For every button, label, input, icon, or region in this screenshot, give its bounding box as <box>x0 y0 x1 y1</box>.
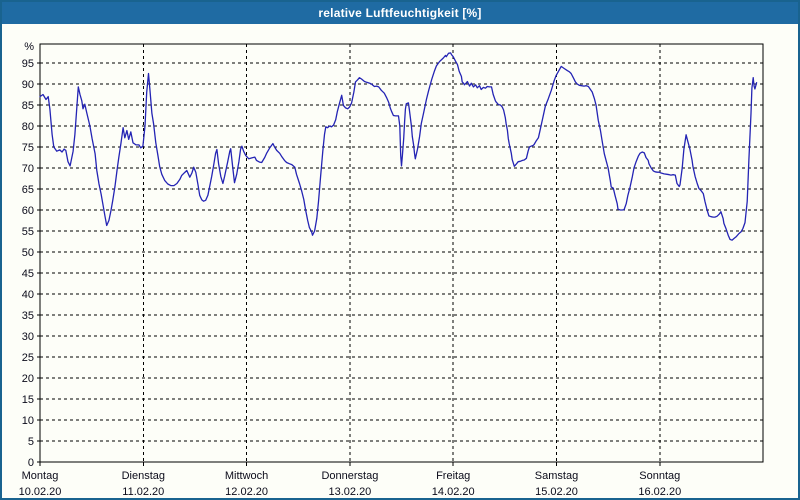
y-tick-label: 10 <box>22 415 34 427</box>
x-tick-date-label: 12.02.20 <box>225 486 268 498</box>
x-tick-date-label: 13.02.20 <box>328 486 371 498</box>
window-titlebar[interactable]: relative Luftfeuchtigkeit [%] <box>2 2 798 24</box>
plot-frame <box>39 43 764 463</box>
x-tick-date-label: 14.02.20 <box>432 486 475 498</box>
x-tick-day-label: Freitag <box>436 470 470 482</box>
y-tick-label: 80 <box>22 121 34 133</box>
y-tick-label: 85 <box>22 100 34 112</box>
x-tick-day-label: Mittwoch <box>225 470 268 482</box>
y-tick-label: 50 <box>22 247 34 259</box>
y-tick-label: 0 <box>28 457 34 469</box>
y-tick-label: 40 <box>22 289 34 301</box>
y-axis-unit-label: % <box>24 41 34 53</box>
y-tick-label: 5 <box>28 436 34 448</box>
x-tick-day-label: Samstag <box>535 470 578 482</box>
y-tick-label: 15 <box>22 394 34 406</box>
x-tick-day-label: Montag <box>22 470 59 482</box>
x-tick-date-label: 11.02.20 <box>122 486 164 498</box>
x-tick-date-label: 15.02.20 <box>535 486 578 498</box>
y-tick-label: 45 <box>22 268 34 280</box>
x-tick-date-label: 10.02.20 <box>19 486 62 498</box>
y-tick-label: 55 <box>22 226 34 238</box>
y-tick-label: 90 <box>22 79 34 91</box>
y-tick-label: 35 <box>22 310 34 322</box>
y-tick-label: 95 <box>22 58 34 70</box>
y-tick-label: 25 <box>22 352 34 364</box>
x-tick-day-label: Donnerstag <box>321 470 378 482</box>
humidity-series-line <box>39 52 758 241</box>
y-tick-label: 60 <box>22 205 34 217</box>
y-tick-label: 75 <box>22 142 34 154</box>
y-tick-label: 70 <box>22 163 34 175</box>
x-tick-day-label: Dienstag <box>122 470 165 482</box>
x-tick-date-label: 16.02.20 <box>638 486 681 498</box>
y-tick-label: 20 <box>22 373 34 385</box>
y-tick-label: 65 <box>22 184 34 196</box>
x-tick-day-label: Sonntag <box>639 470 680 482</box>
y-tick-label: 30 <box>22 331 34 343</box>
chart-title: relative Luftfeuchtigkeit [%] <box>318 6 482 20</box>
